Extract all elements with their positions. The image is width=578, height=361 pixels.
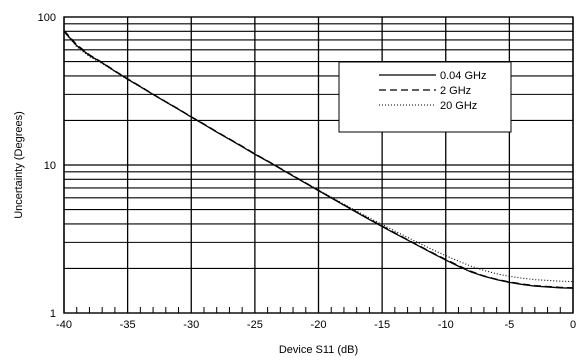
x-tick-label: -40 (56, 319, 72, 331)
x-tick-labels: -40 -35 -30 -25 -20 -15 -10 -5 0 (56, 319, 576, 331)
x-tick-label: 0 (570, 319, 576, 331)
x-tick-label: -20 (311, 319, 327, 331)
y-tick-label: 10 (44, 160, 56, 172)
grid-lines (63, 17, 574, 313)
legend-box (338, 61, 512, 133)
series-lines (63, 30, 574, 289)
x-tick-label: -35 (120, 319, 136, 331)
legend-label-3: 20 GHz (440, 100, 477, 112)
legend-label-2: 2 GHz (440, 85, 471, 97)
legend-items: 0.04 GHz 2 GHz 20 GHz (379, 70, 486, 112)
x-tick-label: -5 (504, 319, 514, 331)
y-axis-title: Uncertainty (Degrees) (13, 111, 25, 219)
x-tick-label: -10 (438, 319, 454, 331)
legend-label-1: 0.04 GHz (440, 70, 486, 82)
series-line-3 (63, 31, 574, 283)
x-axis-title: Device S11 (dB) (279, 344, 358, 356)
x-tick-label: -25 (247, 319, 263, 331)
x-tick-label: -30 (183, 319, 199, 331)
plot-frame (63, 16, 574, 314)
y-tick-label: 1 (50, 308, 56, 320)
axis-ticks (76, 307, 561, 313)
x-tick-label: -15 (374, 319, 390, 331)
y-tick-labels: 1 10 100 (38, 12, 56, 320)
legend: 0.04 GHz 2 GHz 20 GHz (338, 61, 512, 133)
y-tick-label: 100 (38, 12, 56, 24)
